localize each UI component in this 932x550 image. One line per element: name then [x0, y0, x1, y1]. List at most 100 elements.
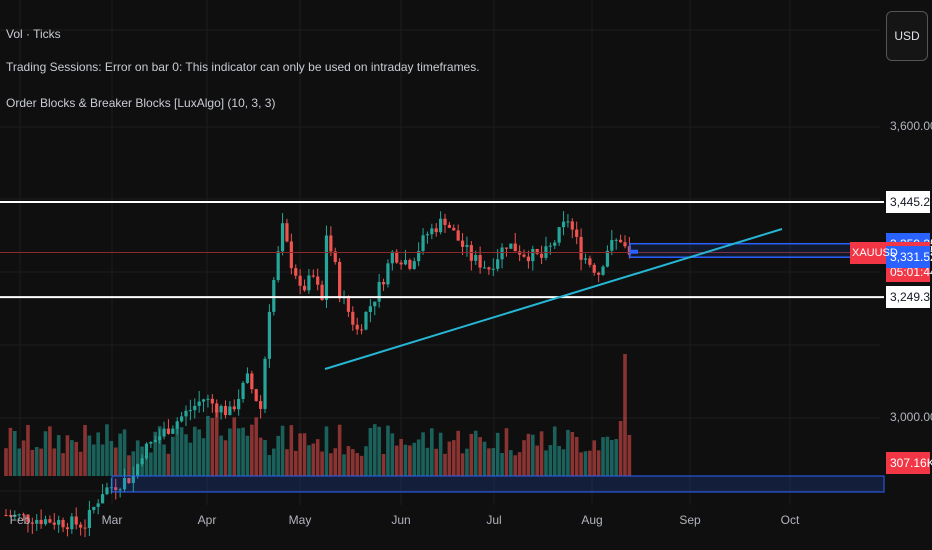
volume-bar	[500, 452, 504, 476]
order-block-marker	[630, 249, 638, 254]
volume-bar	[372, 424, 377, 476]
candle-body	[26, 514, 30, 523]
candle-body	[131, 475, 135, 484]
candle-body	[272, 280, 276, 312]
candle-body	[70, 516, 74, 530]
time-label-oct: Oct	[781, 513, 800, 527]
candle-body	[381, 281, 386, 285]
candle-body	[509, 243, 513, 249]
overlays	[0, 201, 885, 493]
volume-bar	[548, 445, 553, 476]
candle-body	[21, 514, 26, 516]
volume-bar	[30, 449, 35, 476]
time-label-jul: Jul	[486, 513, 501, 527]
candle-body	[386, 263, 390, 285]
candle-body	[96, 503, 100, 507]
candle-body	[39, 519, 43, 525]
volume-bar	[4, 448, 8, 476]
candle-body	[316, 276, 320, 285]
volume-bar	[276, 435, 280, 476]
candle-body	[245, 373, 250, 383]
candle-body	[307, 275, 311, 291]
candle-body	[439, 218, 443, 233]
volume-bar	[100, 444, 105, 476]
volume-bar	[267, 455, 272, 476]
volume-bar	[610, 439, 614, 476]
volume-bar	[315, 439, 320, 476]
candle-body	[623, 242, 627, 247]
volume-bar	[342, 454, 346, 476]
candle-body	[8, 515, 12, 517]
volume-bar	[153, 431, 158, 476]
candle-body	[210, 398, 214, 404]
volume-bar	[105, 424, 109, 476]
volume-bar	[175, 427, 180, 476]
candle-body	[171, 428, 175, 434]
candle-body	[408, 259, 412, 269]
volume-bar	[241, 427, 245, 476]
volume-bar	[184, 434, 188, 476]
candle-body	[109, 487, 113, 489]
volume-bar	[65, 435, 70, 476]
time-label-jun: Jun	[391, 513, 410, 527]
candle-body	[48, 519, 52, 523]
volume-bar	[179, 427, 184, 476]
candle-body	[302, 285, 307, 291]
volume-bar	[614, 439, 619, 476]
volume-bar	[574, 436, 579, 476]
legend-order-blocks[interactable]: Order Blocks & Breaker Blocks [LuxAlgo] …	[6, 96, 276, 110]
volume-bar	[311, 443, 316, 476]
volume-bar	[250, 424, 254, 476]
volume-bar	[469, 433, 474, 476]
candle-body	[421, 235, 425, 251]
candle-body	[364, 311, 368, 330]
candle-body	[588, 258, 592, 265]
volume-bar	[504, 428, 509, 476]
candle-body	[17, 514, 21, 516]
price-label-blue: 3,331.520	[886, 246, 932, 269]
candle-body	[298, 275, 302, 286]
candle-body	[575, 229, 579, 237]
volume-bar	[539, 431, 544, 476]
volume-bar	[390, 433, 395, 476]
volume-bar	[627, 434, 632, 476]
volume-bar	[491, 448, 496, 476]
volume-bar	[394, 445, 399, 476]
candle-body	[153, 440, 157, 443]
volume-bar	[509, 450, 513, 476]
volume-bar	[601, 437, 605, 476]
candles	[4, 211, 631, 538]
price-tick: 3,600.000	[890, 119, 932, 133]
volume-bar	[377, 426, 381, 476]
volume-bar	[298, 433, 302, 476]
volume-bar	[109, 440, 114, 476]
candle-body	[474, 255, 478, 261]
currency-button[interactable]: USD	[886, 11, 928, 61]
legend-volume[interactable]: Vol · Ticks	[6, 27, 61, 41]
volume-bar	[443, 453, 447, 476]
volume-bar	[223, 440, 228, 476]
time-label-apr: Apr	[198, 513, 217, 527]
volume-bar	[355, 453, 359, 476]
candle-body	[355, 324, 359, 330]
candle-body	[417, 250, 421, 262]
candle-body	[403, 259, 408, 265]
candle-body	[311, 275, 315, 277]
volume-bar	[197, 429, 201, 476]
volume-bar	[162, 444, 166, 476]
volume-bar	[12, 430, 17, 476]
candle-body	[434, 228, 438, 233]
candle-body	[557, 227, 561, 243]
candle-body	[263, 358, 267, 409]
candle-body	[35, 519, 39, 524]
volume-bar	[280, 425, 285, 476]
time-axis: Feb Mar Apr May Jun Jul Aug Sep Oct	[10, 513, 800, 527]
legend-trading-sessions[interactable]: Trading Sessions: Error on bar 0: This i…	[6, 60, 480, 74]
volume-bar	[26, 424, 30, 476]
volume-bar	[425, 447, 430, 476]
candle-body	[289, 241, 293, 269]
volume-bar	[149, 452, 153, 476]
volume-label: 307.16K	[886, 452, 932, 474]
candle-body	[513, 243, 517, 252]
